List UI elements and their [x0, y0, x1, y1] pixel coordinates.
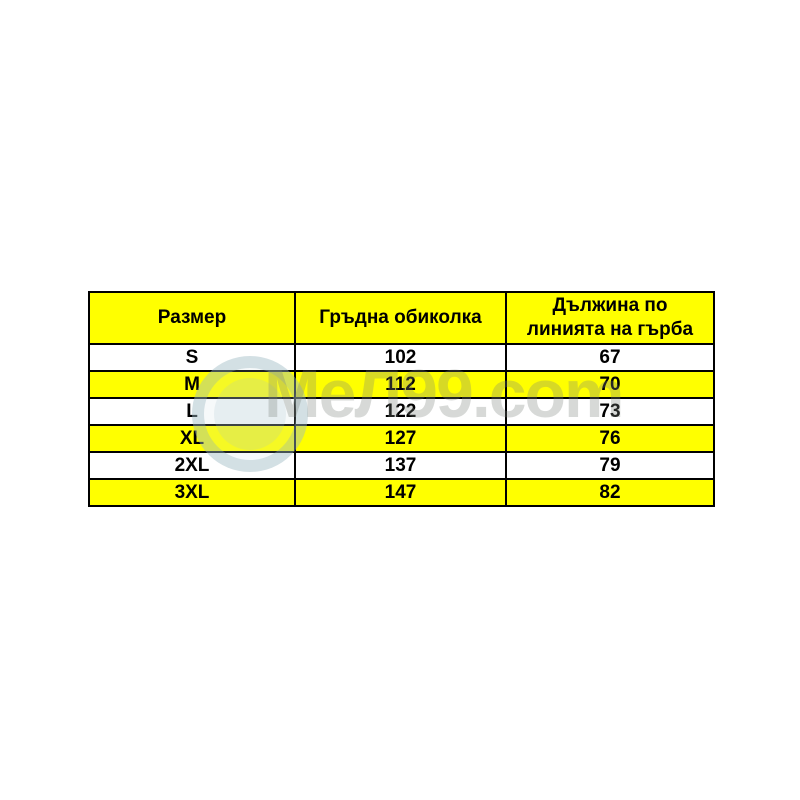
column-header-chest: Гръдна обиколка: [294, 291, 507, 345]
column-header-size: Размер: [88, 291, 296, 345]
header-row: Размер Гръдна обиколка Дължина по линият…: [88, 291, 715, 345]
table-cell-back_length: 79: [505, 451, 715, 480]
table-cell-back_length: 73: [505, 397, 715, 426]
table-cell-size: 3XL: [88, 478, 296, 507]
table-cell-chest: 127: [294, 424, 507, 453]
size-table-body: S 102 67 M 112 70 L 122 73 XL 127 76 2XL 137 79 3XL 147 8…: [88, 343, 715, 507]
table-row: 3XL 147 82: [88, 478, 715, 507]
table-cell-back_length: 82: [505, 478, 715, 507]
size-chart-table: Размер Гръдна обиколка Дължина по линият…: [88, 291, 715, 507]
table-cell-size: S: [88, 343, 296, 372]
table-cell-chest: 102: [294, 343, 507, 372]
table-row: XL 127 76: [88, 424, 715, 453]
table-cell-chest: 147: [294, 478, 507, 507]
table-row: 2XL 137 79: [88, 451, 715, 480]
table-cell-size: XL: [88, 424, 296, 453]
table-row: L 122 73: [88, 397, 715, 426]
size-chart-header: Размер Гръдна обиколка Дължина по линият…: [88, 291, 715, 345]
table-cell-chest: 112: [294, 370, 507, 399]
column-header-back-length: Дължина по линията на гърба: [505, 291, 715, 345]
table-cell-size: 2XL: [88, 451, 296, 480]
table-row: M 112 70: [88, 370, 715, 399]
table-cell-back_length: 67: [505, 343, 715, 372]
table-cell-back_length: 76: [505, 424, 715, 453]
table-cell-chest: 122: [294, 397, 507, 426]
table-cell-back_length: 70: [505, 370, 715, 399]
table-cell-size: M: [88, 370, 296, 399]
table-row: S 102 67: [88, 343, 715, 372]
table-cell-chest: 137: [294, 451, 507, 480]
table-cell-size: L: [88, 397, 296, 426]
